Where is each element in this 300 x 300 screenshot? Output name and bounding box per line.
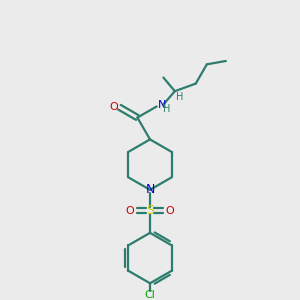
Text: S: S (146, 204, 154, 217)
Text: N: N (158, 100, 166, 110)
Text: H: H (163, 104, 170, 114)
Text: O: O (110, 102, 118, 112)
Text: O: O (126, 206, 134, 216)
Text: Cl: Cl (145, 290, 155, 299)
Text: H: H (176, 92, 184, 101)
Text: O: O (166, 206, 174, 216)
Text: N: N (145, 183, 155, 196)
